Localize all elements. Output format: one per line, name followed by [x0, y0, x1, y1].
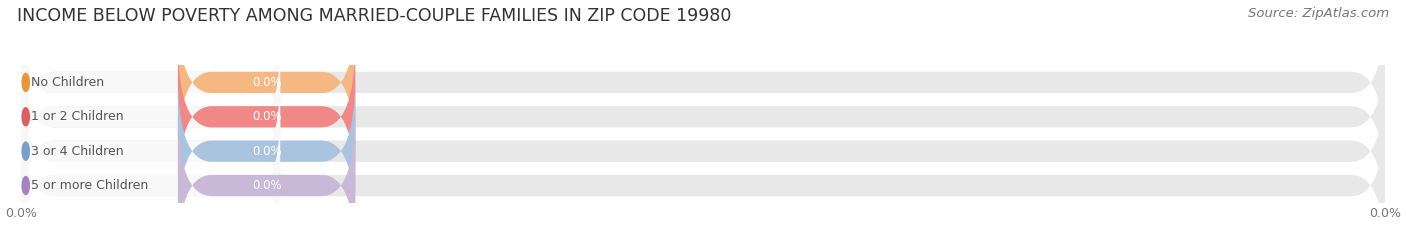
Circle shape — [22, 108, 30, 126]
FancyBboxPatch shape — [21, 7, 1385, 158]
FancyBboxPatch shape — [179, 110, 356, 233]
Text: No Children: No Children — [31, 76, 104, 89]
FancyBboxPatch shape — [21, 76, 280, 226]
Text: 0.0%: 0.0% — [252, 145, 281, 158]
Circle shape — [22, 176, 30, 195]
FancyBboxPatch shape — [21, 110, 1385, 233]
Circle shape — [22, 73, 30, 92]
Text: 1 or 2 Children: 1 or 2 Children — [31, 110, 124, 123]
FancyBboxPatch shape — [179, 76, 356, 226]
FancyBboxPatch shape — [179, 41, 356, 192]
Circle shape — [22, 142, 30, 160]
FancyBboxPatch shape — [21, 110, 280, 233]
Text: INCOME BELOW POVERTY AMONG MARRIED-COUPLE FAMILIES IN ZIP CODE 19980: INCOME BELOW POVERTY AMONG MARRIED-COUPL… — [17, 7, 731, 25]
FancyBboxPatch shape — [21, 7, 280, 158]
FancyBboxPatch shape — [21, 41, 1385, 192]
Text: 5 or more Children: 5 or more Children — [31, 179, 149, 192]
Text: Source: ZipAtlas.com: Source: ZipAtlas.com — [1249, 7, 1389, 20]
Text: 0.0%: 0.0% — [252, 179, 281, 192]
Text: 0.0%: 0.0% — [252, 76, 281, 89]
FancyBboxPatch shape — [21, 41, 280, 192]
FancyBboxPatch shape — [21, 76, 1385, 226]
FancyBboxPatch shape — [179, 7, 356, 158]
Text: 0.0%: 0.0% — [252, 110, 281, 123]
Text: 3 or 4 Children: 3 or 4 Children — [31, 145, 124, 158]
